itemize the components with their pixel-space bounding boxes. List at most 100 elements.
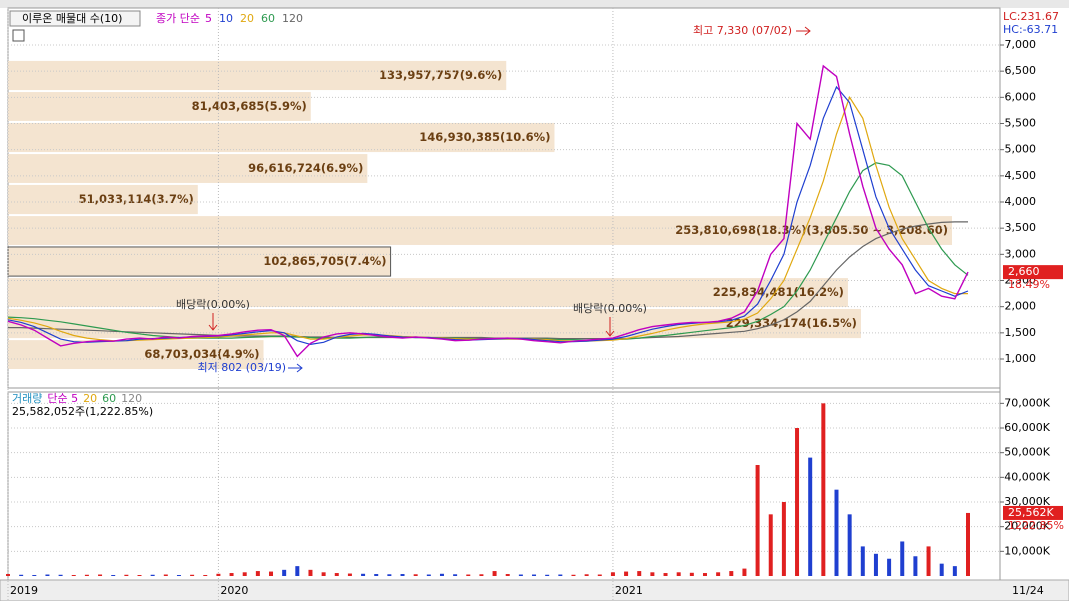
legend-item: 60 — [261, 12, 275, 25]
profile-bar — [8, 216, 952, 245]
y-tick-label: 1,000 — [1005, 352, 1037, 365]
title-box — [9, 10, 141, 27]
y-tick-label: 70,000K — [1004, 396, 1050, 409]
profile-bar — [8, 340, 264, 369]
toolbar-strip — [0, 0, 1069, 8]
volume-bar — [308, 569, 313, 576]
volume-bar — [124, 574, 129, 576]
volume-bar — [466, 574, 471, 576]
volume-bar — [176, 575, 181, 576]
lc-label: LC:231.67 — [1003, 10, 1059, 23]
volume-bar — [532, 574, 537, 576]
volume-bar — [295, 566, 300, 576]
legend-item: 5 — [205, 12, 212, 25]
volume-bar — [926, 546, 931, 576]
volume-bar — [518, 574, 523, 576]
profile-label: 81,403,685(5.9%) — [192, 99, 307, 113]
y-tick-label: 1,500 — [1005, 326, 1037, 339]
volume-bar — [439, 573, 444, 576]
volume-tag — [1003, 505, 1063, 520]
volume-bar — [492, 571, 497, 576]
volume-bar — [361, 573, 366, 576]
volume-bar — [545, 574, 550, 576]
legend-item: 120 — [282, 12, 303, 25]
volume-bar — [729, 571, 734, 576]
y-tick-label: 30,000K — [1004, 495, 1050, 508]
price-tag — [1003, 265, 1063, 280]
profile-bar — [8, 60, 507, 91]
volume-bar — [887, 558, 892, 576]
volume-bar — [334, 573, 339, 576]
volume-info: 25,582,052주(1,222.85%) — [12, 405, 153, 418]
volume-bar — [558, 574, 563, 576]
profile-label: 225,834,481(16.2%) — [713, 285, 844, 299]
y-tick-label: 20,000K — [1004, 520, 1050, 533]
volume-bar — [216, 573, 221, 576]
volume-bar — [847, 514, 852, 576]
volume-tag-text: 25,562K — [1008, 506, 1054, 519]
profile-label: 229,334,174(16.5%) — [726, 316, 857, 330]
volume-bar — [808, 457, 813, 576]
volume-bar — [347, 573, 352, 576]
volume-bar — [952, 566, 957, 576]
legend-item: 20 — [240, 12, 254, 25]
volume-bar — [453, 574, 458, 576]
volume-legend-item: 60 — [102, 392, 116, 405]
volume-bar — [716, 572, 721, 576]
volume-bar — [163, 574, 168, 576]
series-line — [8, 221, 968, 340]
icon — [12, 29, 25, 42]
volume-bar — [150, 574, 155, 576]
volume-bar — [663, 573, 668, 576]
volume-bar — [860, 546, 865, 576]
x-tick-label: 2020 — [220, 584, 248, 597]
volume-bar — [242, 572, 247, 576]
volume-bar — [203, 575, 208, 576]
legend-item: 10 — [219, 12, 233, 25]
volume-bar — [584, 574, 589, 576]
y-tick-label: 5,500 — [1005, 117, 1037, 130]
annotation: 최저 802 (03/19) — [197, 361, 286, 374]
price-tag-text: 2,660 — [1008, 265, 1040, 278]
volume-tag-change: 1222.85% — [1008, 519, 1064, 532]
volume-legend-item: 120 — [121, 392, 142, 405]
series-line — [7, 64, 969, 358]
y-tick-label: 50,000K — [1004, 446, 1050, 459]
volume-bar — [873, 553, 878, 576]
profile-label: 133,957,757(9.6%) — [379, 68, 502, 82]
volume-bar — [834, 489, 839, 576]
profile-bar — [7, 246, 392, 277]
profile-bar — [8, 278, 848, 307]
annotation: 최고 7,330 (07/02) — [693, 24, 792, 37]
annotation-arrow — [796, 26, 811, 36]
volume-bar — [505, 574, 510, 576]
volume-bar — [571, 574, 576, 576]
volume-bar — [282, 569, 287, 576]
volume-bar — [966, 512, 970, 576]
profile-label: 96,616,724(6.9%) — [248, 161, 363, 175]
volume-bar — [400, 574, 405, 576]
x-tick-label: 2019 — [10, 584, 38, 597]
hc-label: HC:-63.71 — [1003, 23, 1058, 36]
price-change: 18.49% — [1008, 278, 1050, 291]
legend-prefix: 종가 단순 — [156, 12, 200, 25]
volume-bar — [269, 571, 274, 576]
volume-bar — [768, 514, 773, 576]
annotation: 배당락(0.00%) — [176, 298, 250, 311]
volume-bar — [255, 571, 260, 576]
volume-bar — [190, 574, 195, 576]
volume-bar — [19, 574, 24, 576]
volume-legend-item: 거래량 — [12, 392, 42, 405]
y-tick-label: 60,000K — [1004, 421, 1050, 434]
volume-bar — [610, 572, 615, 576]
profile-label: 51,033,114(3.7%) — [79, 192, 194, 206]
y-tick-label: 3,000 — [1005, 247, 1037, 260]
profile-bar — [8, 154, 368, 183]
volume-bar — [624, 571, 629, 576]
volume-bar — [755, 465, 760, 576]
y-tick-label: 10,000K — [1004, 544, 1050, 557]
annotation-arrow — [605, 317, 615, 337]
volume-bar — [45, 574, 50, 576]
profile-label: 102,865,705(7.4%) — [263, 254, 386, 268]
time-axis — [0, 579, 1069, 601]
